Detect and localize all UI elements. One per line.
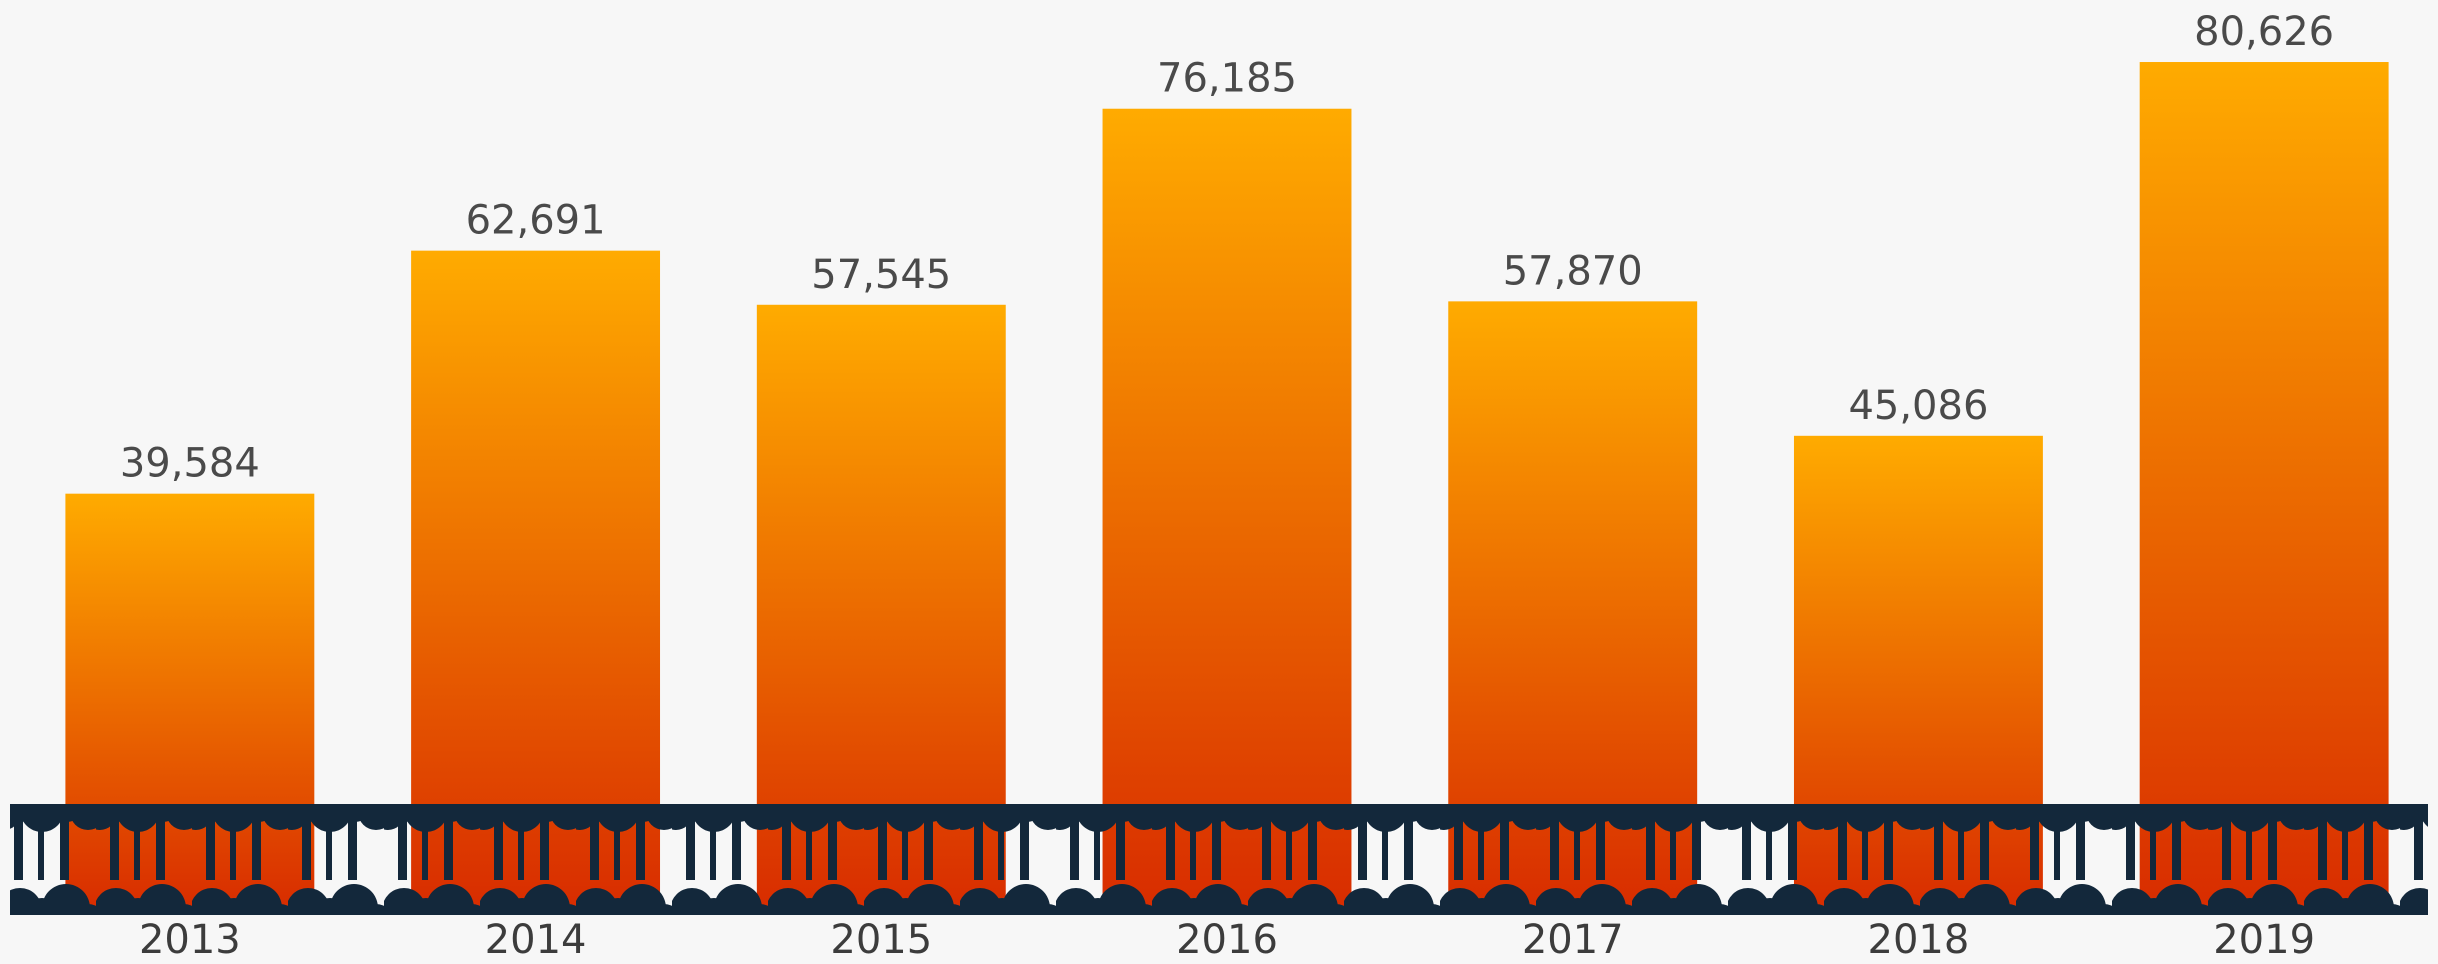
value-label: 39,584 [120, 441, 260, 487]
x-tick-label: 2019 [2213, 917, 2315, 963]
value-label: 57,545 [811, 252, 951, 298]
value-label: 80,626 [2194, 9, 2334, 55]
bar [2139, 62, 2389, 910]
bars [65, 62, 2389, 910]
x-tick-label: 2015 [830, 917, 932, 963]
value-label: 45,086 [1848, 383, 1988, 429]
x-tick-label: 2016 [1176, 917, 1278, 963]
value-label: 76,185 [1157, 56, 1297, 102]
x-tick-label: 2018 [1868, 917, 1970, 963]
x-tick-label: 2013 [139, 917, 241, 963]
x-tick-label: 2014 [485, 917, 587, 963]
bar [1102, 108, 1352, 910]
x-tick-label: 2017 [1522, 917, 1624, 963]
value-label: 62,691 [466, 198, 606, 244]
tree-silhouettes [10, 804, 2428, 912]
value-label: 57,870 [1503, 248, 1643, 294]
bar [411, 250, 661, 910]
